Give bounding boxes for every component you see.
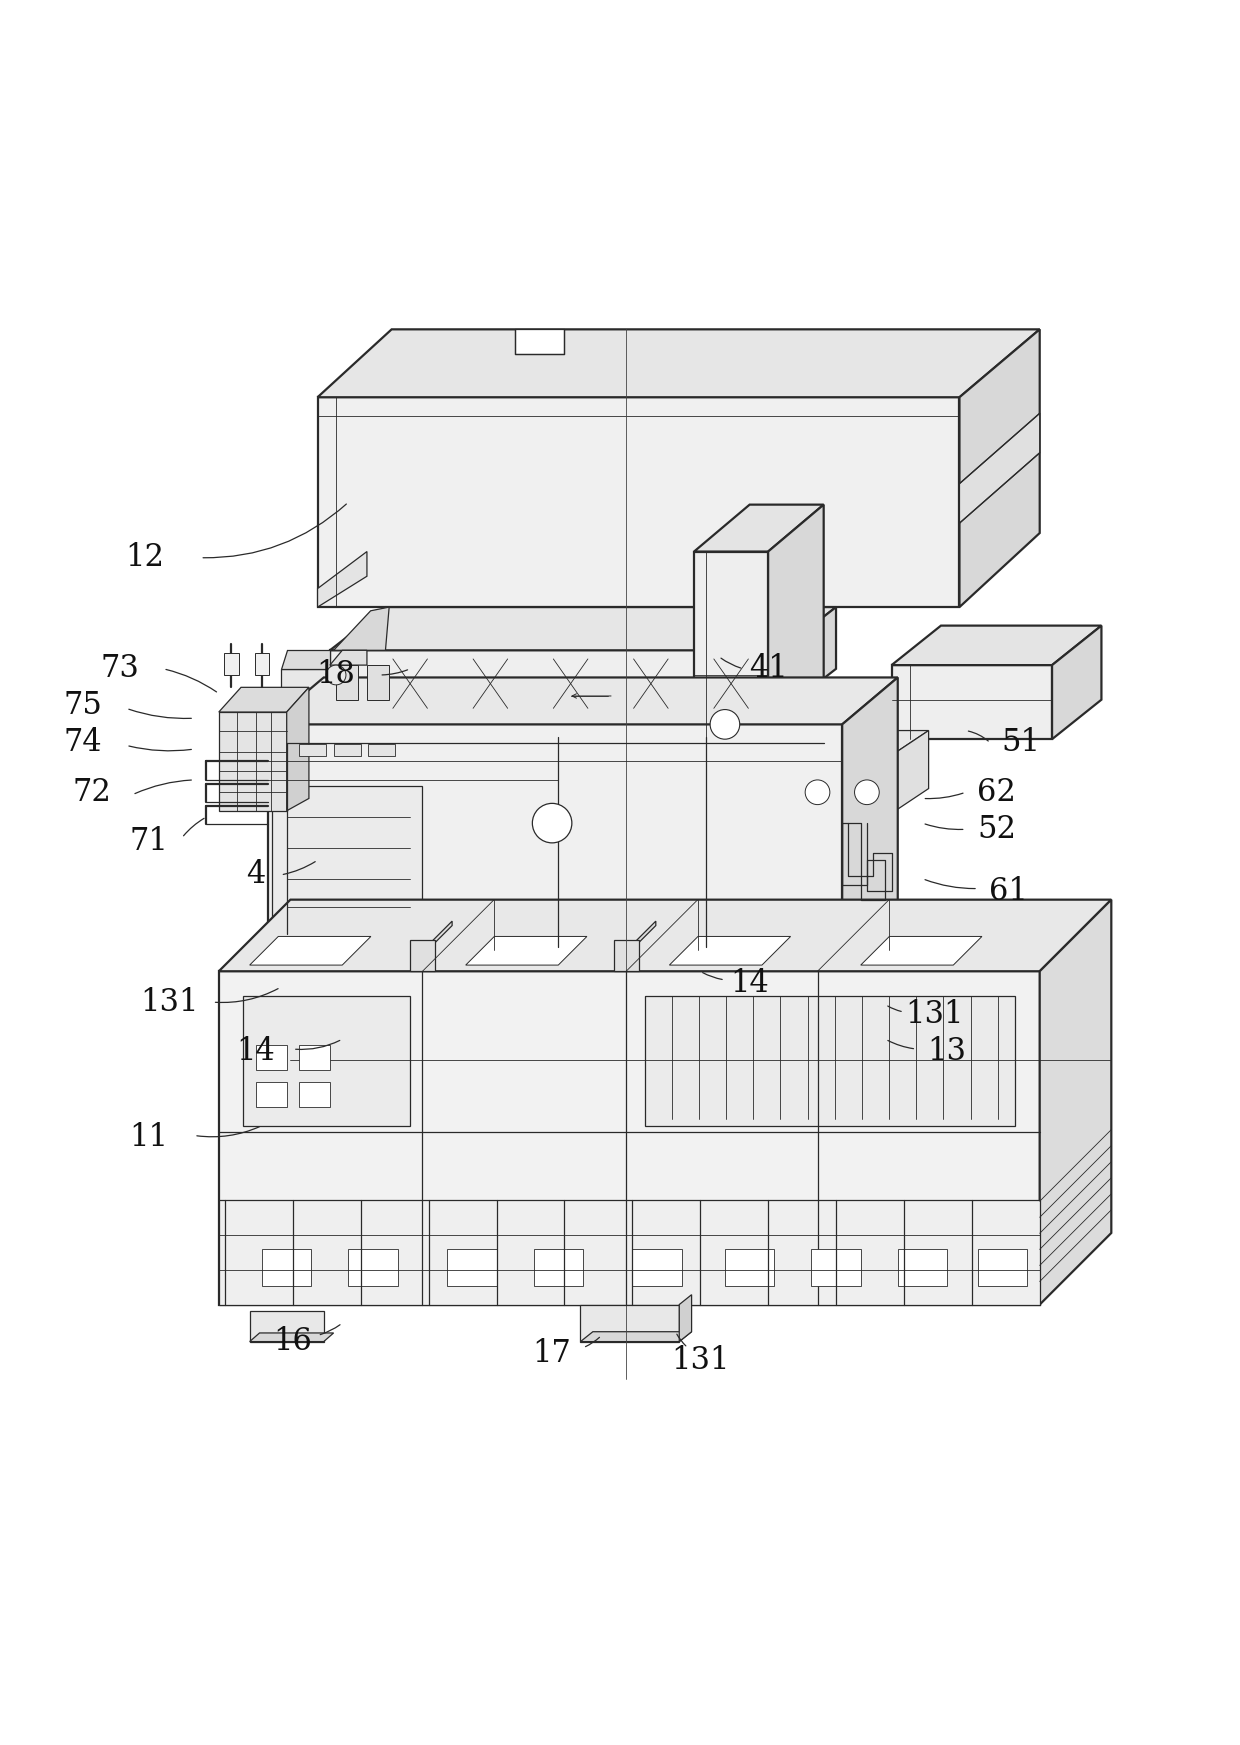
Bar <box>223 653 238 675</box>
Polygon shape <box>515 330 564 354</box>
Polygon shape <box>768 504 823 824</box>
Polygon shape <box>218 1199 1039 1305</box>
Polygon shape <box>218 900 1111 972</box>
Text: 41: 41 <box>749 653 787 684</box>
Circle shape <box>711 710 740 740</box>
Bar <box>255 1082 286 1106</box>
Polygon shape <box>334 607 389 651</box>
Text: 13: 13 <box>928 1037 967 1066</box>
Polygon shape <box>272 785 423 921</box>
Polygon shape <box>466 937 587 965</box>
Polygon shape <box>694 551 768 824</box>
Polygon shape <box>892 665 1052 740</box>
Bar <box>254 653 269 675</box>
Polygon shape <box>286 688 309 811</box>
Text: 14: 14 <box>237 1037 275 1066</box>
Text: 52: 52 <box>977 813 1016 845</box>
Bar <box>367 665 389 700</box>
Text: 11: 11 <box>129 1122 167 1153</box>
Polygon shape <box>792 731 929 756</box>
Polygon shape <box>960 414 1039 524</box>
Bar <box>368 743 396 757</box>
Circle shape <box>805 780 830 804</box>
Text: 14: 14 <box>730 968 769 1000</box>
Text: 73: 73 <box>100 653 139 684</box>
Polygon shape <box>780 712 836 724</box>
Polygon shape <box>1039 900 1111 1305</box>
Circle shape <box>854 780 879 804</box>
Polygon shape <box>268 724 842 953</box>
Polygon shape <box>694 504 823 551</box>
Text: 18: 18 <box>316 660 356 691</box>
Polygon shape <box>268 677 898 724</box>
Bar <box>334 743 361 757</box>
Bar <box>348 1249 398 1286</box>
Bar <box>299 743 326 757</box>
Polygon shape <box>670 937 791 965</box>
Polygon shape <box>780 724 817 756</box>
Text: 131: 131 <box>140 986 198 1017</box>
Text: 74: 74 <box>63 728 103 759</box>
Text: 72: 72 <box>72 777 112 808</box>
Polygon shape <box>680 1295 692 1342</box>
Text: 71: 71 <box>129 825 167 857</box>
Polygon shape <box>410 941 435 972</box>
Bar <box>533 1249 583 1286</box>
Polygon shape <box>280 651 330 668</box>
Text: 75: 75 <box>63 691 103 721</box>
Text: 131: 131 <box>671 1345 729 1375</box>
Polygon shape <box>580 1305 680 1342</box>
Polygon shape <box>792 756 892 813</box>
Polygon shape <box>417 921 453 961</box>
Polygon shape <box>249 1333 334 1342</box>
Polygon shape <box>645 996 1016 1126</box>
Bar <box>299 1045 330 1070</box>
Circle shape <box>326 665 346 684</box>
Bar <box>725 1249 774 1286</box>
Text: 12: 12 <box>125 543 164 572</box>
Text: 131: 131 <box>905 998 963 1030</box>
Polygon shape <box>330 651 780 712</box>
Polygon shape <box>317 330 1039 398</box>
Polygon shape <box>218 688 309 712</box>
Polygon shape <box>243 996 410 1126</box>
Text: 4: 4 <box>247 860 265 890</box>
Bar <box>978 1249 1028 1286</box>
Text: 51: 51 <box>1002 728 1040 759</box>
Polygon shape <box>330 651 367 665</box>
Polygon shape <box>614 941 639 972</box>
Bar <box>336 665 358 700</box>
Circle shape <box>532 803 572 843</box>
Bar <box>811 1249 861 1286</box>
Text: 17: 17 <box>533 1338 572 1370</box>
Polygon shape <box>620 921 656 961</box>
Polygon shape <box>1052 626 1101 740</box>
Bar <box>255 1045 286 1070</box>
Text: 16: 16 <box>274 1326 312 1358</box>
Bar <box>448 1249 496 1286</box>
Bar <box>262 1249 311 1286</box>
Bar <box>632 1249 682 1286</box>
Bar <box>898 1249 947 1286</box>
Polygon shape <box>249 1310 324 1342</box>
Polygon shape <box>218 972 1039 1305</box>
Polygon shape <box>317 398 960 607</box>
Text: 62: 62 <box>977 777 1016 808</box>
Polygon shape <box>842 677 898 953</box>
Polygon shape <box>960 330 1039 607</box>
Polygon shape <box>580 1331 692 1342</box>
Polygon shape <box>249 937 371 965</box>
Polygon shape <box>780 607 836 712</box>
Polygon shape <box>892 731 929 813</box>
Text: 61: 61 <box>990 876 1028 906</box>
Polygon shape <box>892 626 1101 665</box>
Bar <box>299 1082 330 1106</box>
Polygon shape <box>317 551 367 607</box>
Polygon shape <box>218 712 286 811</box>
Polygon shape <box>330 607 836 651</box>
Polygon shape <box>861 937 982 965</box>
Polygon shape <box>280 668 330 689</box>
